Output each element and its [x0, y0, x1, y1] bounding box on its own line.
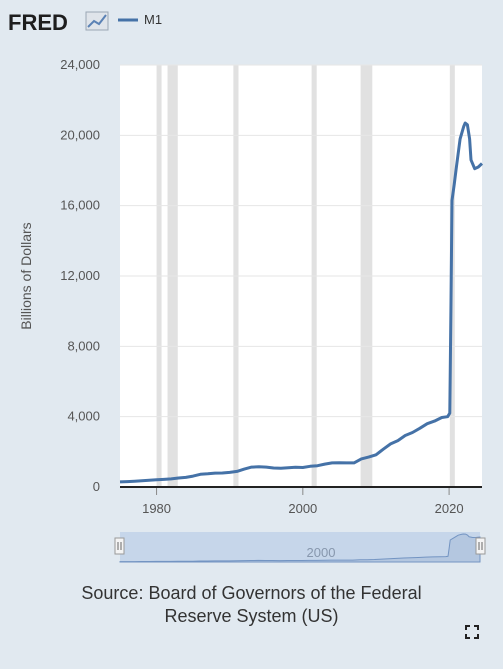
fullscreen-icon[interactable]	[464, 624, 480, 640]
y-axis-label: Billions of Dollars	[18, 222, 34, 329]
y-tick-label: 4,000	[67, 409, 100, 424]
y-tick-label: 8,000	[67, 338, 100, 353]
y-tick-label: 20,000	[60, 127, 100, 142]
fred-logo[interactable]: FRED	[8, 10, 109, 35]
x-tick-label: 2020	[435, 501, 464, 516]
navigator-left-handle[interactable]	[114, 537, 125, 555]
y-axis: 0 4,000 8,000 12,000 16,000 20,000 24,000	[60, 57, 100, 494]
y-tick-label: 12,000	[60, 268, 100, 283]
y-tick-label: 16,000	[60, 198, 100, 213]
y-tick-label: 24,000	[60, 57, 100, 72]
fred-logo-text: FRED	[8, 10, 68, 35]
source-line-1: Source: Board of Governors of the Federa…	[81, 583, 422, 603]
fred-logo-chart-icon	[85, 11, 109, 31]
legend[interactable]: M1	[118, 12, 162, 27]
navigator-tick-label: 2000	[307, 545, 336, 560]
source-line-2: Reserve System (US)	[164, 606, 339, 626]
navigator-series-area	[119, 533, 481, 563]
source-note: Source: Board of Governors of the Federa…	[0, 582, 503, 628]
y-tick-label: 0	[93, 479, 100, 494]
x-tick-label: 2000	[288, 501, 317, 516]
x-tick-label: 1980	[142, 501, 171, 516]
series-line-m1[interactable]	[119, 121, 484, 484]
x-axis: 1980 2000 2020	[142, 487, 464, 516]
navigator-right-handle[interactable]	[475, 537, 486, 555]
legend-label: M1	[144, 12, 162, 27]
range-navigator[interactable]: 2000	[114, 532, 486, 563]
chart-area: FRED M1 0 4,000 8,000 12,000 16,000 20,000 24,…	[8, 10, 486, 563]
gridlines	[120, 64, 482, 418]
